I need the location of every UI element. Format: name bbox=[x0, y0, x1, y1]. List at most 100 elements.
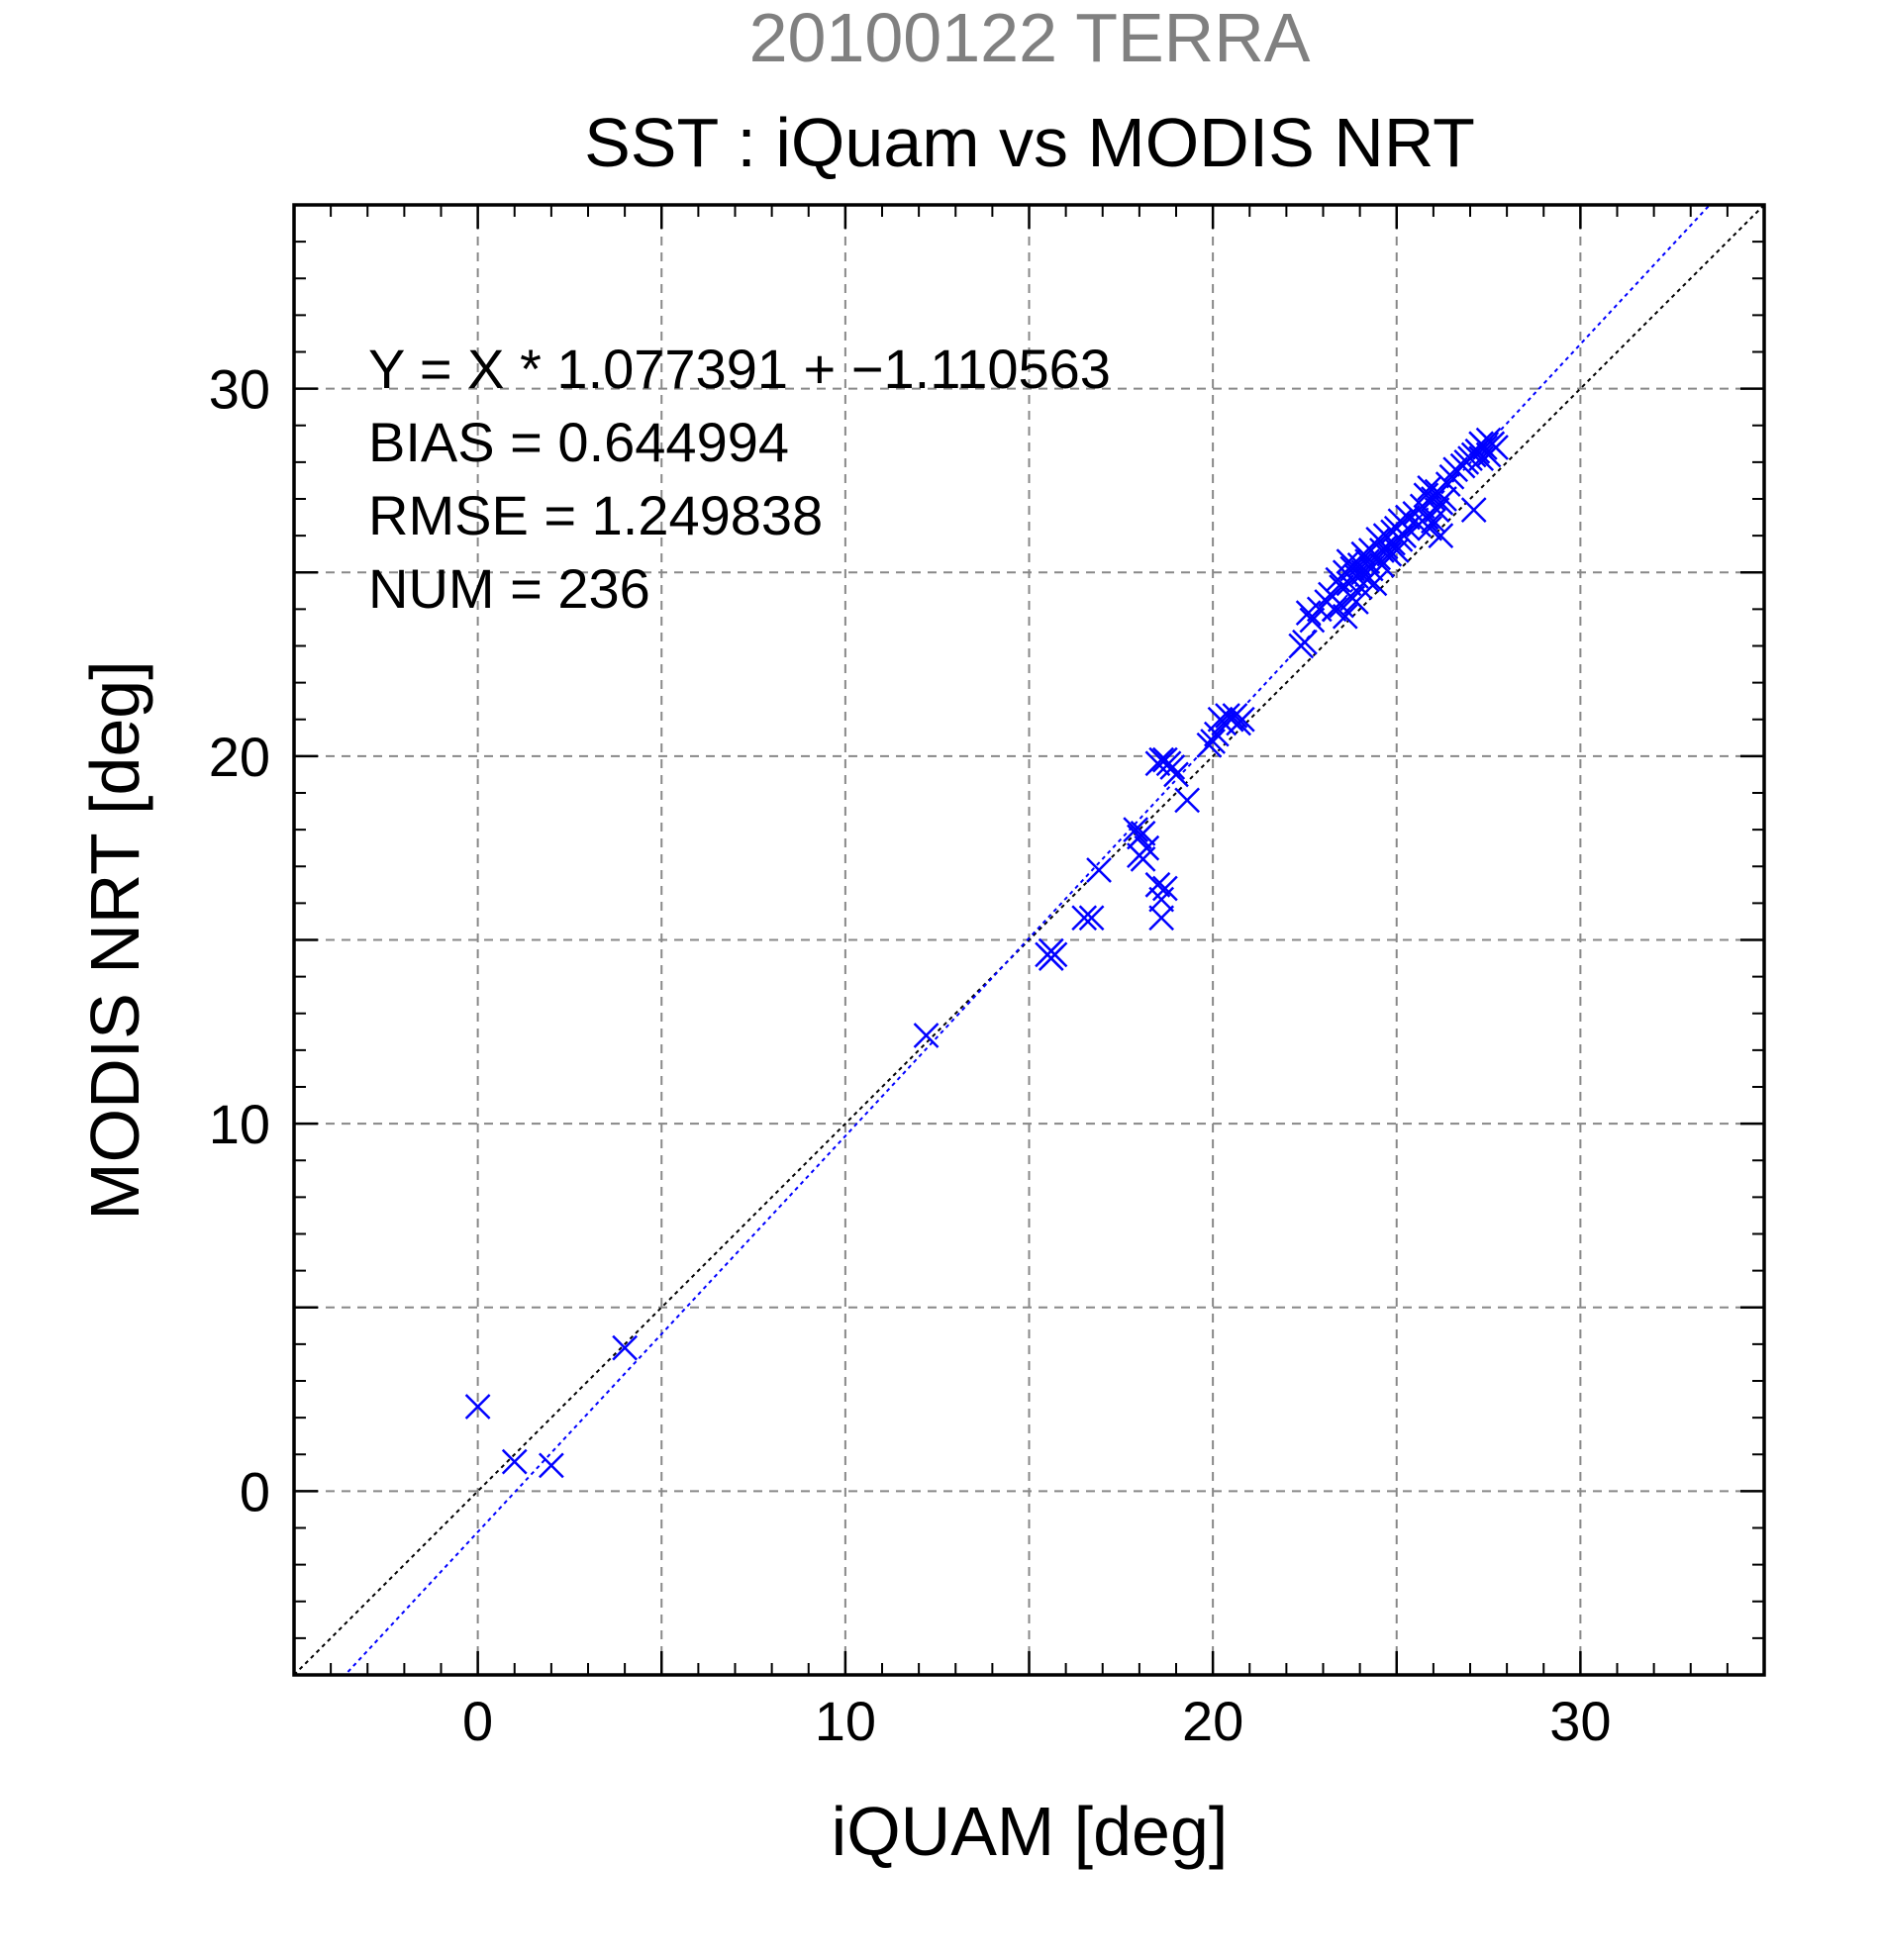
data-point bbox=[1163, 761, 1189, 788]
y-tick-labels: 0 10 20 30 bbox=[209, 358, 270, 1523]
data-point-stroke bbox=[1299, 607, 1326, 634]
data-point-stroke bbox=[1424, 497, 1450, 524]
data-point-stroke bbox=[1159, 754, 1186, 780]
data-point bbox=[1299, 607, 1326, 634]
data-point bbox=[1321, 596, 1347, 623]
plot-frame bbox=[292, 203, 1766, 1677]
data-points bbox=[464, 427, 1509, 1479]
data-point-stroke bbox=[1336, 548, 1362, 574]
x-tick-label: 30 bbox=[1549, 1690, 1611, 1752]
data-point-stroke bbox=[1321, 596, 1347, 623]
data-point bbox=[1395, 504, 1421, 531]
data-point bbox=[1159, 754, 1186, 780]
data-point bbox=[464, 1394, 491, 1420]
data-point bbox=[1442, 456, 1469, 483]
y-tick-label: 10 bbox=[209, 1093, 270, 1155]
data-point-stroke bbox=[1151, 875, 1178, 902]
identity-line bbox=[294, 205, 1764, 1675]
x-tick-label: 20 bbox=[1182, 1690, 1243, 1752]
data-point bbox=[1200, 729, 1227, 754]
data-point-stroke bbox=[1163, 761, 1189, 788]
grid-lines bbox=[294, 205, 1764, 1675]
data-point-stroke bbox=[1332, 603, 1358, 630]
data-point-stroke bbox=[1460, 497, 1487, 524]
reference-lines bbox=[294, 205, 1764, 1675]
data-point-stroke bbox=[501, 1448, 528, 1475]
regression-fit-line bbox=[344, 205, 1712, 1675]
x-tick-label: 0 bbox=[462, 1690, 493, 1752]
data-point-stroke bbox=[1148, 746, 1175, 773]
data-point-stroke bbox=[913, 1023, 940, 1048]
data-point bbox=[1483, 435, 1509, 460]
data-point-stroke bbox=[1078, 905, 1105, 931]
data-point bbox=[612, 1334, 639, 1361]
data-point-stroke bbox=[1417, 515, 1443, 541]
data-point-stroke bbox=[1148, 905, 1175, 931]
data-point-stroke bbox=[1086, 857, 1112, 883]
data-point bbox=[1078, 905, 1105, 931]
data-point-stroke bbox=[1395, 504, 1421, 531]
data-point bbox=[1134, 834, 1160, 861]
data-point-stroke bbox=[1071, 905, 1098, 931]
data-point bbox=[1435, 471, 1461, 498]
data-point bbox=[1148, 905, 1175, 931]
data-point bbox=[1086, 857, 1112, 883]
data-point bbox=[538, 1452, 564, 1479]
rmse-annotation: RMSE = 1.249838 bbox=[368, 484, 823, 546]
data-point-stroke bbox=[1174, 787, 1201, 814]
data-point-stroke bbox=[1428, 523, 1454, 549]
data-point-stroke bbox=[1229, 706, 1255, 733]
data-point bbox=[501, 1448, 528, 1475]
fit-equation-annotation: Y = X * 1.077391 + −1.110563 bbox=[368, 338, 1111, 400]
data-point bbox=[1038, 937, 1064, 964]
data-point bbox=[1332, 603, 1358, 630]
data-point bbox=[1144, 871, 1171, 898]
data-point bbox=[1292, 629, 1318, 655]
data-point bbox=[1229, 706, 1255, 733]
data-point-stroke bbox=[612, 1334, 639, 1361]
data-point bbox=[1361, 570, 1388, 597]
data-point-stroke bbox=[464, 1394, 491, 1420]
data-point-stroke bbox=[1123, 817, 1149, 843]
data-point-stroke bbox=[538, 1452, 564, 1479]
data-point bbox=[1471, 435, 1498, 460]
data-point-stroke bbox=[1144, 871, 1171, 898]
data-point-stroke bbox=[1432, 486, 1457, 512]
data-point bbox=[1071, 905, 1098, 931]
data-point bbox=[1123, 817, 1149, 843]
data-point-stroke bbox=[1134, 834, 1160, 861]
data-point-stroke bbox=[1361, 570, 1388, 597]
bias-annotation: BIAS = 0.644994 bbox=[368, 411, 789, 473]
data-point bbox=[1428, 523, 1454, 549]
data-point-stroke bbox=[1471, 435, 1498, 460]
data-point-stroke bbox=[1372, 534, 1399, 560]
data-point-stroke bbox=[1038, 937, 1064, 964]
data-point-stroke bbox=[1417, 474, 1443, 501]
x-tick-labels: 0 10 20 30 bbox=[462, 1690, 1611, 1752]
data-point-stroke bbox=[1130, 820, 1156, 846]
chart-title: SST : iQuam vs MODIS NRT bbox=[584, 104, 1475, 181]
data-point bbox=[913, 1023, 940, 1048]
data-point bbox=[1460, 497, 1487, 524]
major-ticks bbox=[294, 205, 1764, 1675]
num-annotation: NUM = 236 bbox=[368, 557, 650, 620]
stats-annotations: Y = X * 1.077391 + −1.110563 BIAS = 0.64… bbox=[368, 338, 1111, 620]
data-point bbox=[1432, 486, 1457, 512]
y-axis-label: MODIS NRT [deg] bbox=[76, 660, 153, 1220]
x-tick-label: 10 bbox=[815, 1690, 876, 1752]
data-point-stroke bbox=[1222, 703, 1248, 729]
data-point-stroke bbox=[1483, 435, 1509, 460]
x-axis-label: iQUAM [deg] bbox=[832, 1793, 1229, 1870]
chart-subtitle: 20100122 TERRA bbox=[749, 0, 1311, 76]
data-point bbox=[1174, 787, 1201, 814]
y-tick-label: 30 bbox=[209, 358, 270, 421]
data-point-stroke bbox=[1442, 456, 1469, 483]
data-point-stroke bbox=[1200, 729, 1227, 754]
data-point bbox=[1417, 515, 1443, 541]
data-point-stroke bbox=[1391, 523, 1418, 549]
y-tick-label: 0 bbox=[240, 1460, 270, 1522]
y-tick-label: 20 bbox=[209, 726, 270, 788]
data-point bbox=[1222, 703, 1248, 729]
